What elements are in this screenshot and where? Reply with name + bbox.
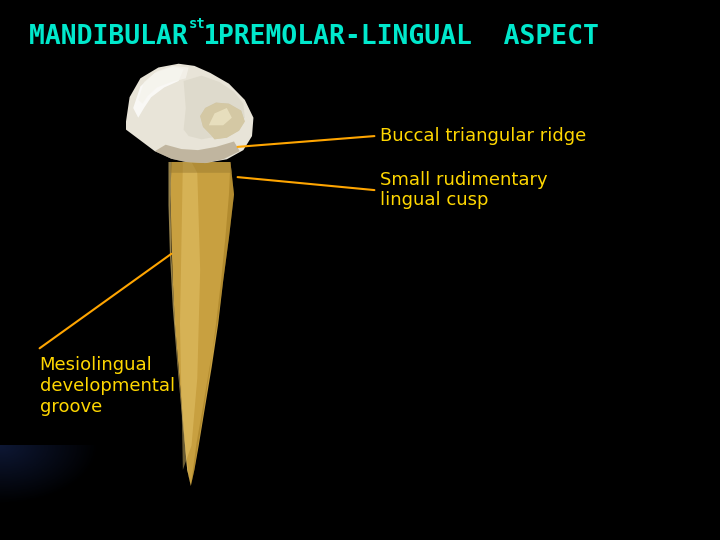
Polygon shape — [200, 103, 245, 139]
Polygon shape — [133, 67, 184, 118]
Polygon shape — [200, 103, 245, 139]
Text: PREMOLAR-LINGUAL  ASPECT: PREMOLAR-LINGUAL ASPECT — [202, 24, 598, 50]
Polygon shape — [138, 66, 189, 104]
Text: Small rudimentary
lingual cusp: Small rudimentary lingual cusp — [380, 171, 548, 210]
Polygon shape — [168, 162, 191, 486]
Text: MANDIBULAR 1: MANDIBULAR 1 — [29, 24, 220, 50]
Polygon shape — [184, 76, 245, 139]
Text: st: st — [189, 17, 206, 31]
Polygon shape — [126, 64, 253, 163]
Polygon shape — [155, 141, 240, 163]
Polygon shape — [209, 108, 232, 125]
Polygon shape — [191, 162, 234, 486]
Polygon shape — [169, 162, 232, 173]
Text: Buccal triangular ridge: Buccal triangular ridge — [380, 127, 586, 145]
Text: Mesiolingual
developmental
groove: Mesiolingual developmental groove — [40, 356, 175, 416]
Polygon shape — [180, 162, 200, 470]
Polygon shape — [171, 162, 234, 486]
